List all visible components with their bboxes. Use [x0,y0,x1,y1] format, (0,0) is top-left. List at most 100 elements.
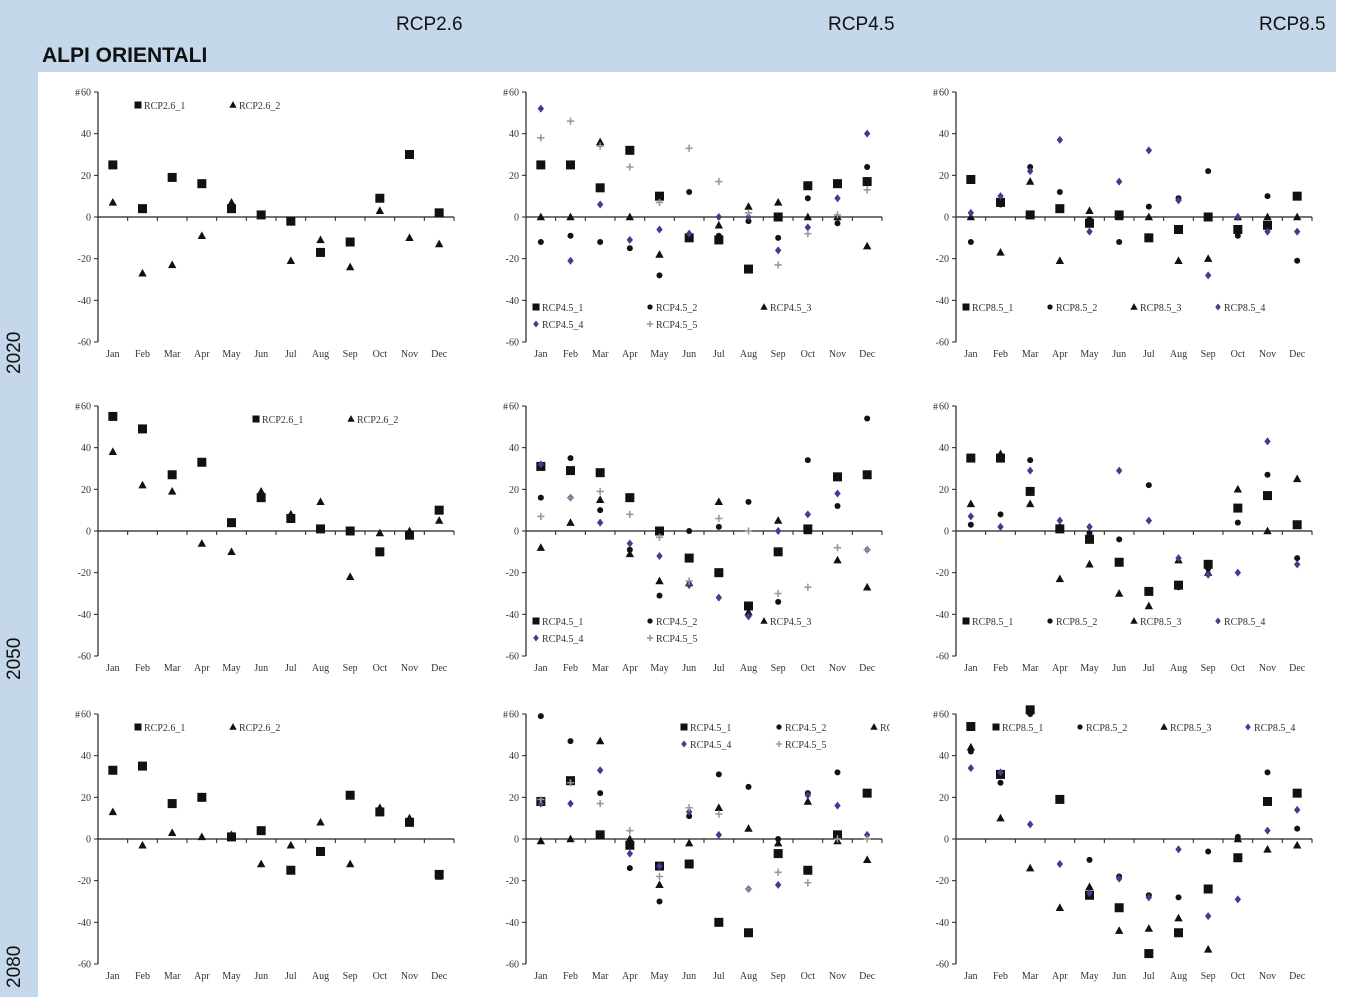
chart-RCP8.5-2020: -60 -40 -20 0 20 40 60# Jan Feb Mar Apr May Jun Jul Au… [933,88,1313,360]
y-tick-label: 20 [509,171,519,182]
point-RCP8.5_1-Dec [1292,191,1302,201]
point-RCP8.5_4-Nov [1264,437,1271,446]
point-RCP4.5_3-Jan [536,836,546,845]
point-RCP4.5_5-Mar [596,142,604,150]
x-tick-label: Apr [194,349,210,360]
point-RCP4.5_5-Jan [537,795,545,804]
x-tick-label: Jun [1112,971,1126,982]
point-RCP4.5_3-Apr [625,834,635,843]
point-RCP8.5_4-Apr [1056,516,1064,525]
y-tick-label: -20 [78,568,91,579]
point-RCP8.5_2-Aug [1175,584,1182,591]
point-RCP4.5_2-May [656,898,663,905]
point-RCP8.5_1-Oct [1233,853,1243,863]
point-RCP2.6_1-Aug [316,524,325,534]
point-RCP8.5_1-Jul [1144,949,1154,959]
point-RCP8.5_2-Dec [1294,825,1301,832]
legend-marker-RCP4.5_5 [775,740,783,748]
point-RCP8.5_2-Apr [1056,189,1063,195]
y-tick-label: -40 [78,610,91,621]
point-RCP8.5_2-Apr [1056,523,1063,530]
point-RCP2.6_2-Apr [197,231,207,239]
point-RCP8.5_2-Jul [1145,482,1152,489]
legend-label: RCP8.5_1 [972,617,1013,628]
point-RCP2.6_2-Aug [316,817,325,826]
point-RCP4.5_4-Sep [774,880,782,889]
point-RCP8.5_2-Mar [1027,164,1034,170]
x-tick-label: Apr [622,663,638,674]
year-label-2080: 2080 [4,945,25,988]
point-RCP8.5_1-Jan [966,175,976,184]
point-RCP4.5_5-Apr [626,827,634,835]
point-RCP8.5_4-Aug [1175,554,1182,563]
point-RCP4.5_4-Sep [774,527,782,535]
point-RCP8.5_2-Jun [1116,239,1123,245]
point-RCP2.6_1-Apr [197,792,207,802]
y-tick-label: 40 [509,751,519,762]
point-RCP8.5_3-Oct [1233,834,1243,843]
legend-label: RCP2.6_2 [357,415,398,426]
point-RCP4.5_1-Feb [566,160,575,170]
x-tick-label: Mar [1022,971,1039,982]
x-tick-label: Jan [534,663,547,674]
point-RCP4.5_1-Nov [833,472,842,482]
point-RCP8.5_1-Oct [1233,225,1243,234]
point-RCP2.6_2-Oct [375,528,385,537]
point-RCP2.6_2-Jul [286,256,296,264]
point-RCP8.5_1-Mar [1025,486,1035,496]
point-RCP4.5_5-Feb [566,117,575,125]
point-RCP4.5_4-Nov [834,194,841,203]
legend: RCP4.5_1 RCP4.5_2 RCP4.5_3 RCP4.5_4 RCP4.5_5 [532,617,811,645]
point-RCP4.5_2-Sep [775,234,782,241]
y-tick-label: -60 [936,960,949,971]
point-RCP2.6_1-Apr [197,179,207,189]
point-RCP2.6_1-Jan [108,765,118,775]
x-tick-label: Aug [740,663,757,674]
point-RCP8.5_1-Apr [1055,204,1065,214]
point-RCP4.5_5-Sep [774,261,782,269]
point-RCP4.5_1-Apr [625,840,635,850]
point-RCP8.5_1-Nov [1263,220,1272,230]
point-RCP8.5_1-Jul [1144,233,1154,243]
point-RCP4.5_5-Jul [715,810,723,818]
y-tick-label: -20 [936,568,949,579]
point-RCP8.5_4-Aug [1175,196,1182,205]
point-RCP2.6_1-Dec [434,505,444,515]
x-tick-label: Feb [135,971,150,982]
point-RCP4.5_1-Sep [773,547,783,557]
point-RCP4.5_5-Feb [566,779,575,787]
x-tick-label: Nov [1259,349,1276,360]
point-RCP4.5_4-Aug [745,213,752,221]
y-tick-label: -20 [506,876,519,887]
point-RCP8.5_1-Jan [966,453,976,463]
y-tick-label: 0 [514,835,519,846]
point-RCP8.5_1-Nov [1263,797,1272,806]
y-tick-label: 20 [939,171,949,182]
point-RCP4.5_2-Apr [626,865,633,872]
y-tick-label: -20 [936,876,949,887]
point-RCP8.5_1-Oct [1233,503,1243,513]
x-tick-label: Feb [993,663,1008,674]
point-RCP4.5_3-Dec [862,241,872,250]
point-RCP2.6_1-Aug [316,847,325,856]
legend-marker-RCP4.5_1 [532,303,540,311]
point-RCP2.6_1-Nov [405,150,414,159]
point-RCP4.5_5-Aug [744,527,753,535]
point-RCP2.6_2-Sep [345,572,355,581]
point-RCP8.5_3-Apr [1055,256,1065,264]
x-tick-label: May [222,349,240,360]
point-RCP4.5_2-Feb [567,455,574,462]
point-RCP4.5_5-Mar [596,487,604,496]
legend-marker-RCP4.5_2 [647,304,653,310]
point-RCP4.5_1-Sep [773,212,783,222]
y-tick-label: 40 [81,129,91,140]
point-RCP8.5_3-Jun [1114,589,1124,597]
point-RCP4.5_1-Mar [595,468,605,478]
point-RCP8.5_4-Sep [1204,570,1212,579]
point-RCP4.5_3-Mar [595,137,605,146]
x-tick-label: May [650,971,668,982]
x-tick-label: Oct [373,663,388,674]
legend-marker-RCP8.5_2 [1047,618,1053,624]
point-RCP4.5_3-Sep [773,838,783,847]
legend-label: RCP2.6_2 [239,723,280,734]
